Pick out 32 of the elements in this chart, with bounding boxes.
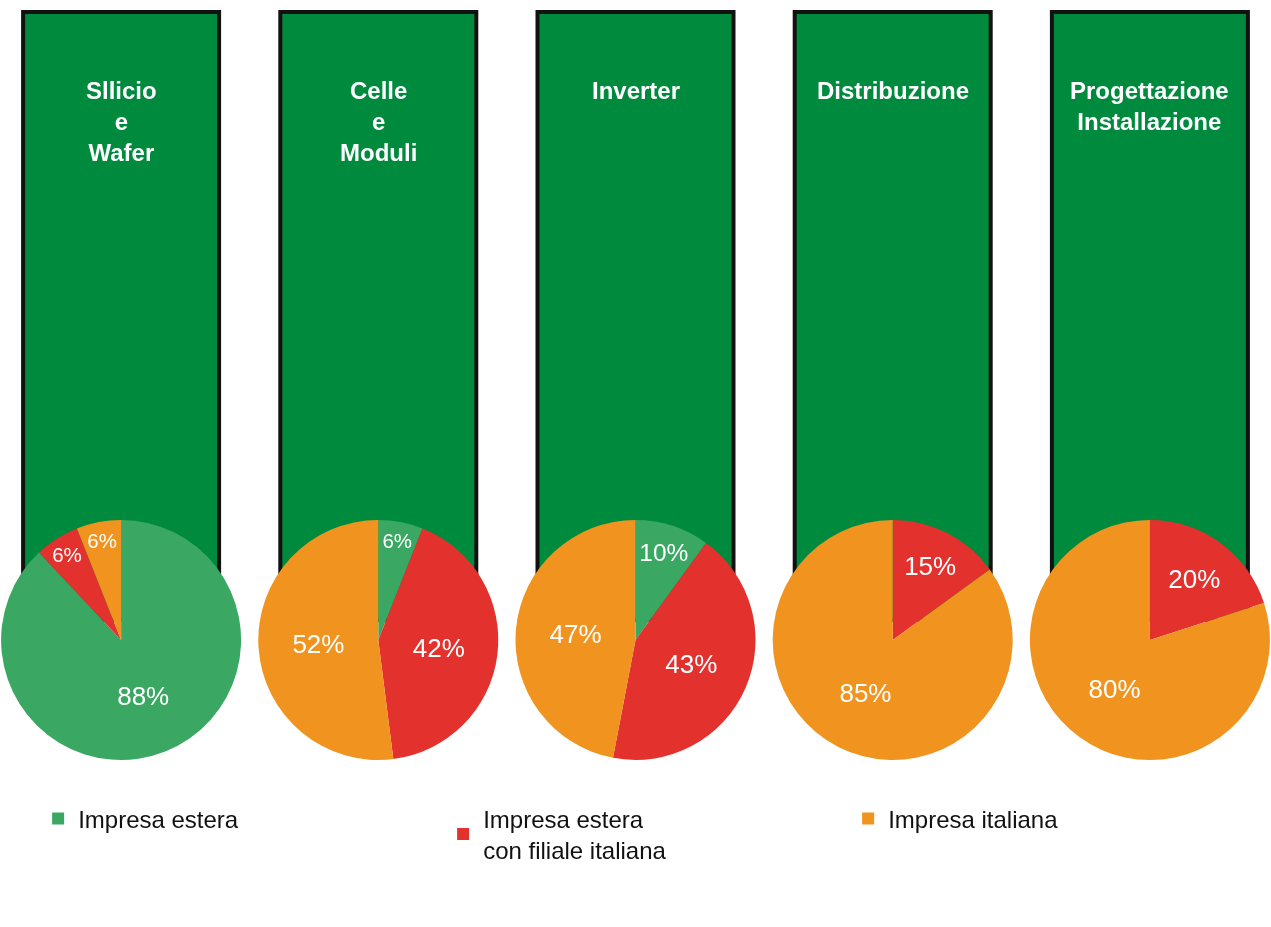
data-label: 80% — [1088, 673, 1141, 704]
pie-slice — [378, 520, 423, 640]
data-label: 88% — [117, 680, 170, 711]
data-label: 6% — [87, 528, 117, 552]
data-label: 52% — [292, 628, 345, 659]
pie-slice — [1149, 520, 1265, 640]
data-label: 6% — [52, 542, 82, 566]
pie-slice — [892, 520, 990, 640]
chart-title: Distribuzione — [817, 77, 970, 104]
legend-label: Impresa estera — [78, 805, 239, 833]
data-label: 43% — [665, 649, 718, 680]
data-label: 47% — [549, 619, 602, 650]
pie-slice — [515, 520, 636, 758]
legend-label: Impresa estera con filiale italiana — [483, 805, 667, 864]
data-label: 20% — [1168, 563, 1221, 594]
chart-title: Progettazione Installazione — [1070, 77, 1229, 136]
data-label: 15% — [904, 551, 957, 582]
pie-slice — [38, 528, 122, 640]
chart-title: Celle e Moduli — [340, 77, 418, 167]
pie-slice — [613, 542, 756, 760]
chart-title: Sllicio e Wafer — [86, 77, 157, 167]
data-label: 10% — [639, 539, 689, 567]
data-label: 85% — [839, 678, 892, 709]
pie-slice — [1, 520, 242, 760]
data-label: 42% — [412, 632, 465, 663]
pie-slice — [772, 520, 1013, 760]
pie-slice — [1029, 520, 1270, 760]
data-label: 6% — [382, 528, 413, 552]
pie-slice — [378, 528, 499, 760]
chart-title: Inverter — [592, 77, 681, 104]
pie-slice — [635, 520, 707, 640]
legend-label: Impresa italiana — [888, 805, 1059, 833]
